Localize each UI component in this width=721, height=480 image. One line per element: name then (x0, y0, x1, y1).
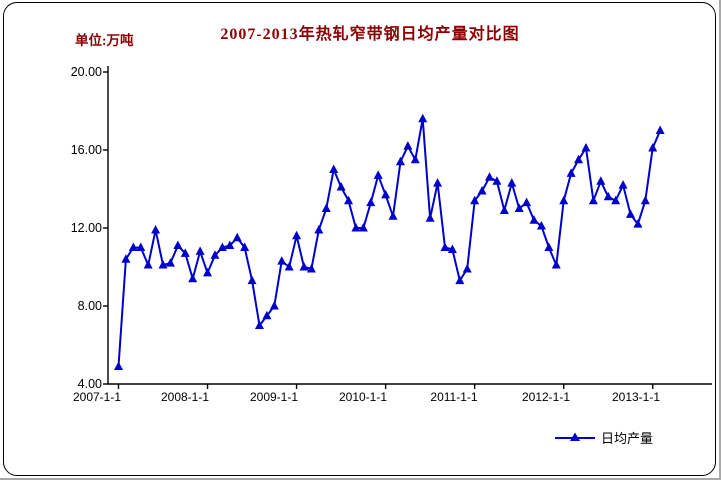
legend-line-marker-icon (555, 432, 595, 441)
chart-title: 2007-2013年热轧窄带钢日均产量对比图 (220, 26, 520, 43)
x-axis-tick-label: 2007-1-1 (72, 390, 122, 404)
y-axis-tick-label: 4.00 (77, 377, 102, 391)
unit-label: 单位:万吨 (75, 33, 134, 48)
chart-frame (3, 2, 716, 476)
legend-series-label: 日均产量 (601, 430, 654, 446)
x-axis-tick-label: 2011-1-1 (430, 390, 478, 404)
x-axis-tick-label: 2013-1-1 (611, 390, 661, 404)
y-axis-tick-label: 8.00 (77, 299, 102, 313)
y-axis-tick-label: 12.00 (70, 221, 102, 235)
legend-series-sample (555, 432, 595, 441)
y-axis-tick-label: 20.00 (70, 65, 102, 79)
y-axis-tick-label: 16.00 (70, 143, 102, 157)
x-axis-tick-label: 2012-1-1 (521, 390, 571, 404)
x-axis-tick-label: 2008-1-1 (160, 390, 210, 404)
legend: 日均产量 (553, 428, 653, 446)
x-axis-tick-label: 2009-1-1 (249, 390, 299, 404)
x-axis-tick-label: 2010-1-1 (338, 390, 388, 404)
